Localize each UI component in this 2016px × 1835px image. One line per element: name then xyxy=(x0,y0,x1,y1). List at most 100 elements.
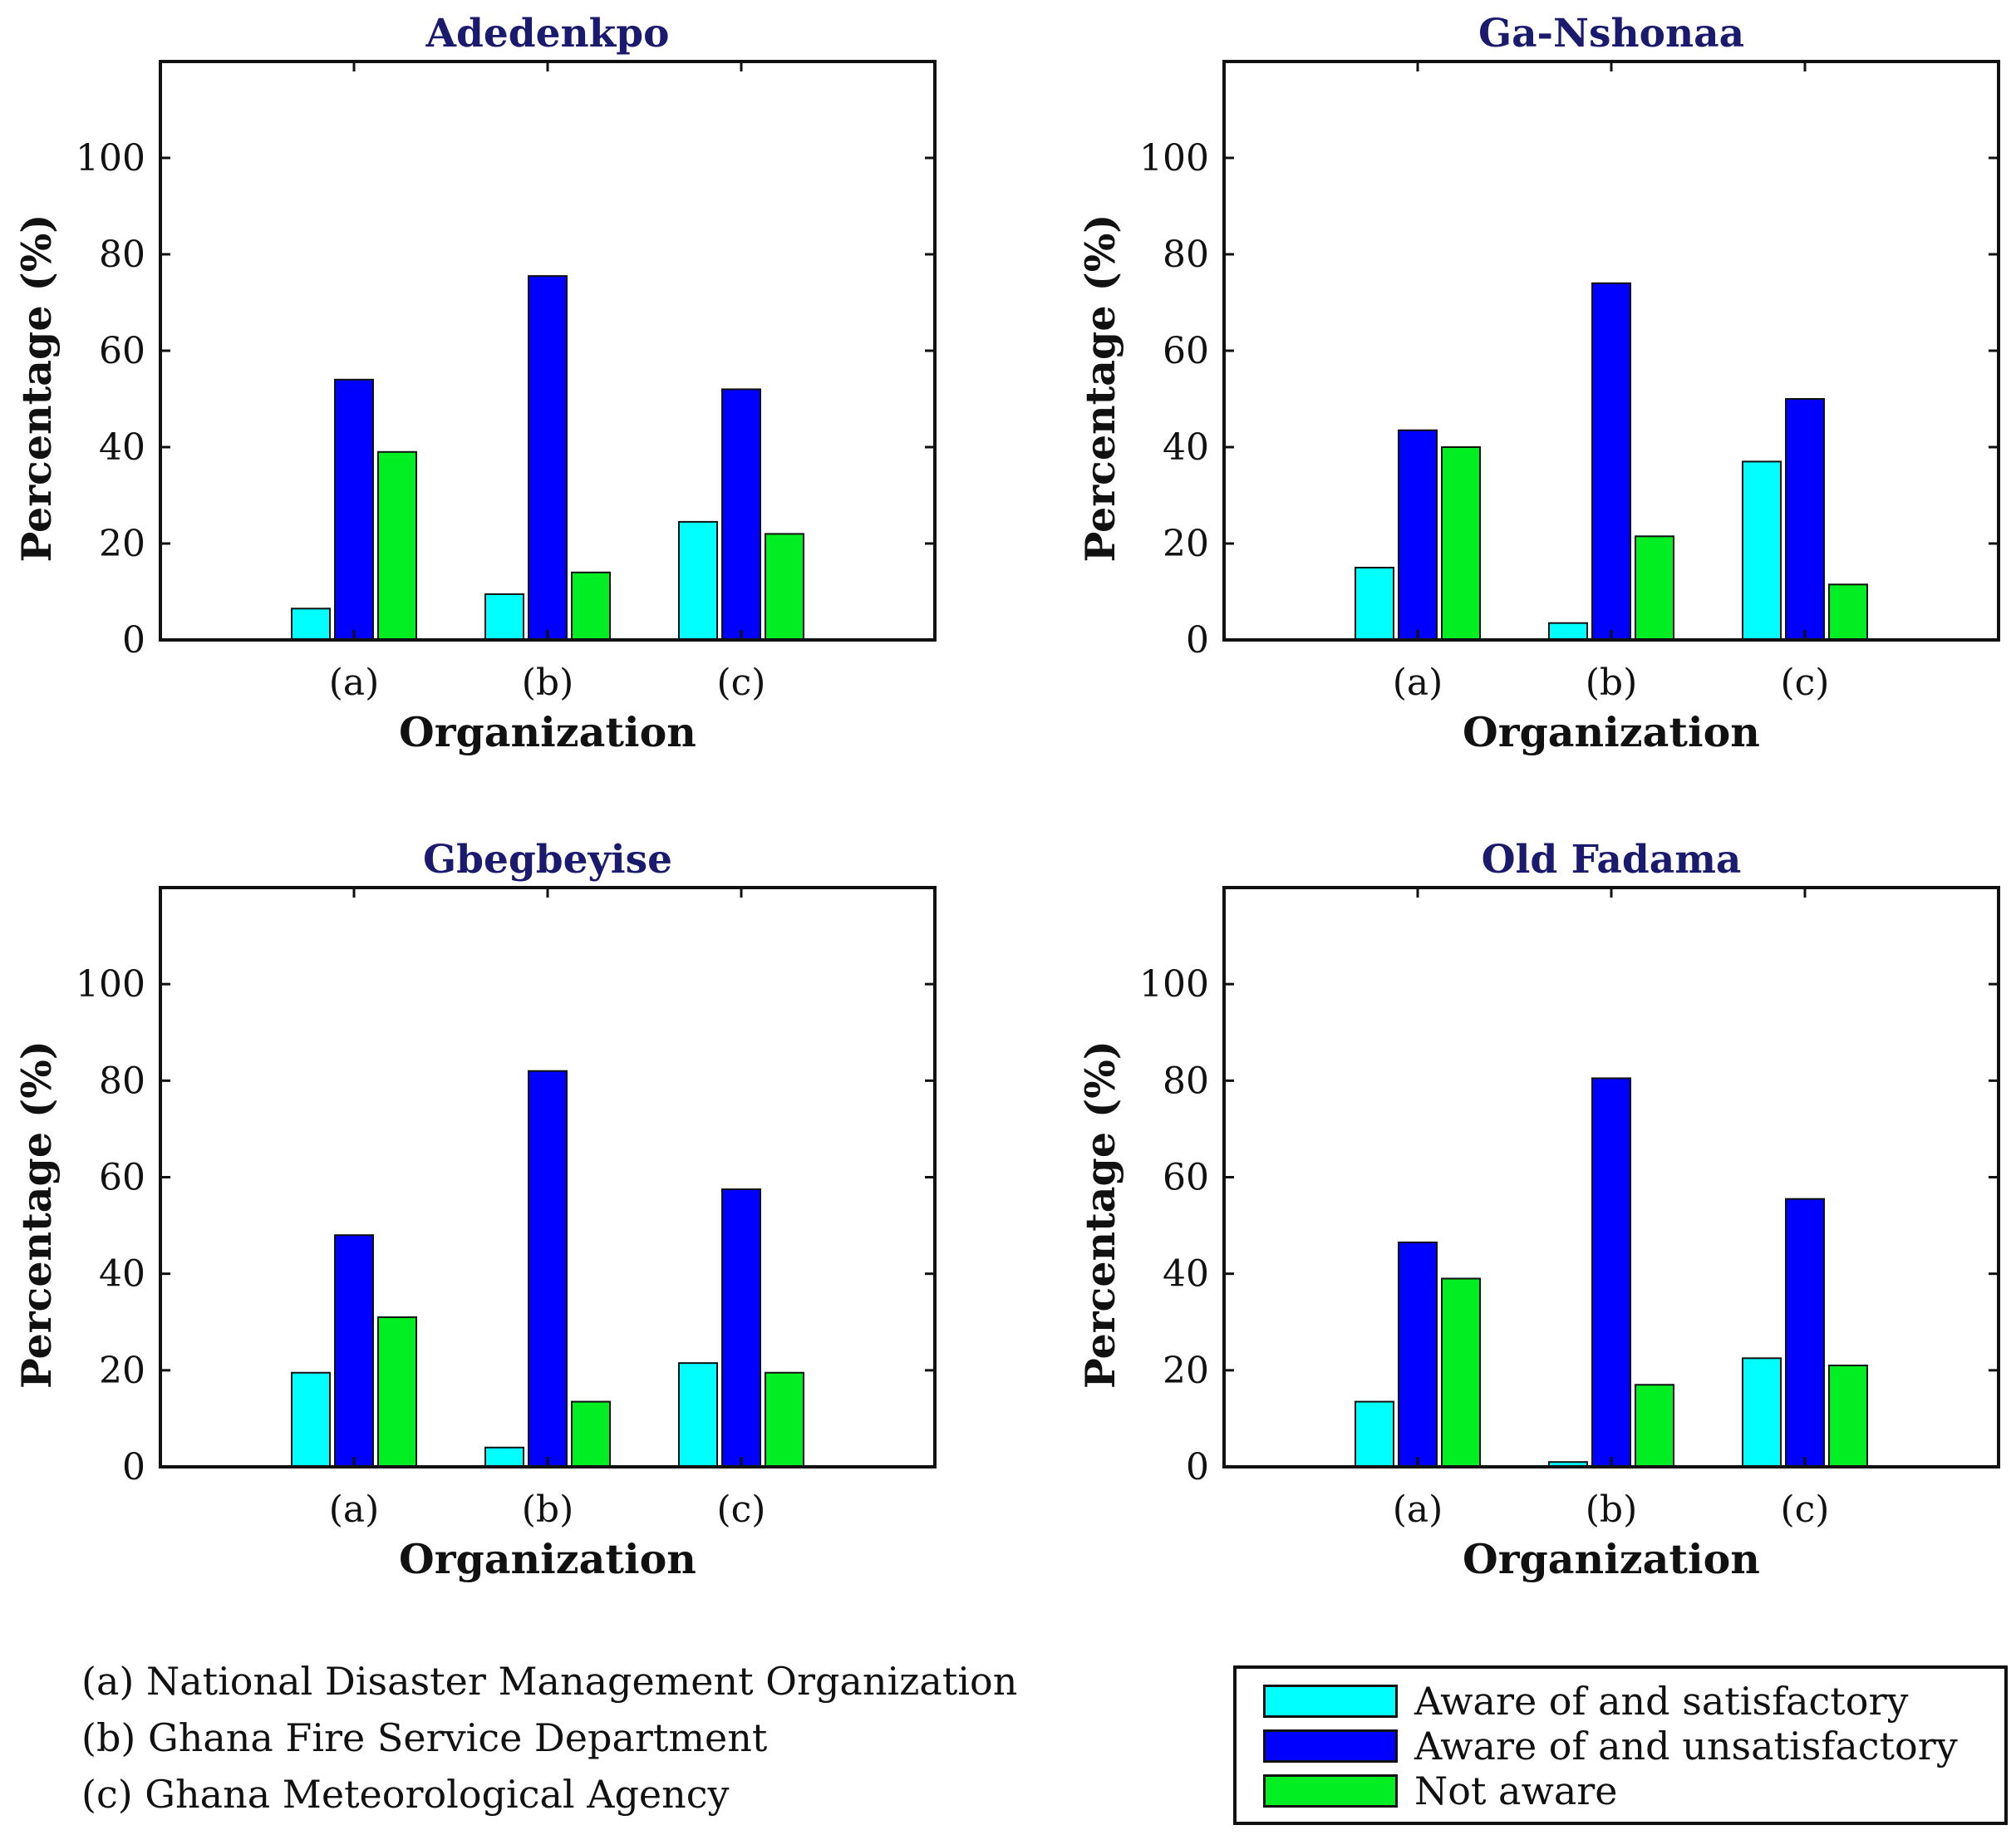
legend-item-satisfactory: Aware of and satisfactory xyxy=(1263,1679,1909,1724)
bar-unsatisfactory-2 xyxy=(1591,282,1631,641)
bar-unsatisfactory-2 xyxy=(1591,1077,1631,1468)
bar-unsatisfactory-1 xyxy=(1398,1241,1438,1468)
x-tick-label: (b) xyxy=(522,1488,574,1531)
legend-label-satisfactory: Aware of and satisfactory xyxy=(1414,1679,1909,1724)
x-axis-label: Organization xyxy=(1463,1535,1760,1583)
bar-not-aware-3 xyxy=(765,533,804,642)
bar-satisfactory-2 xyxy=(484,593,524,642)
x-tick-label: (c) xyxy=(1781,1488,1830,1531)
y-tick-label: 20 xyxy=(1163,523,1209,565)
panel-title: Old Fadama xyxy=(1482,837,1742,883)
bar-not-aware-1 xyxy=(377,450,417,641)
bar-satisfactory-1 xyxy=(291,1371,331,1468)
bar-unsatisfactory-1 xyxy=(334,1234,374,1468)
y-tick-label: 40 xyxy=(99,426,145,469)
x-tick-label: (b) xyxy=(522,662,574,704)
x-tick-label: (a) xyxy=(1393,1488,1443,1531)
y-tick-label: 20 xyxy=(99,1350,145,1392)
bar-satisfactory-1 xyxy=(1355,1400,1394,1468)
x-tick-label: (a) xyxy=(329,662,380,704)
y-tick-label: 100 xyxy=(1139,137,1209,180)
bar-not-aware-2 xyxy=(1635,535,1674,641)
y-tick-label: 80 xyxy=(1163,234,1209,276)
panel-title: Ga-Nshonaa xyxy=(1478,11,1744,57)
bar-unsatisfactory-3 xyxy=(1785,1198,1825,1468)
bar-satisfactory-2 xyxy=(484,1446,524,1468)
legend-swatch-satisfactory xyxy=(1263,1685,1398,1718)
y-tick-label: 100 xyxy=(76,137,145,180)
y-tick-label: 0 xyxy=(1186,619,1209,662)
bar-unsatisfactory-3 xyxy=(721,388,761,641)
y-tick-label: 80 xyxy=(99,234,145,276)
y-tick-label: 60 xyxy=(1163,330,1209,372)
note-a: (a) National Disaster Management Organiz… xyxy=(81,1659,1018,1704)
legend-item-not-aware: Not aware xyxy=(1263,1769,1618,1813)
bar-satisfactory-3 xyxy=(1742,460,1782,642)
legend-label-not-aware: Not aware xyxy=(1414,1769,1618,1813)
y-tick-label: 40 xyxy=(1163,1253,1209,1296)
chart-panel-2: 0 20 40 60 80 100 (a) (b) (c) Ga-Nshonaa Organizat… xyxy=(1076,11,2000,756)
x-axis-label: Organization xyxy=(399,708,696,756)
x-tick-label: (c) xyxy=(1781,662,1830,704)
y-tick-label: 60 xyxy=(1163,1157,1209,1199)
bar-not-aware-1 xyxy=(377,1316,417,1468)
note-c: (c) Ghana Meteorological Agency xyxy=(81,1772,730,1817)
x-tick-label: (b) xyxy=(1586,1488,1638,1531)
chart-panel-1: 0 20 40 60 80 100 (a) (b) (c) Adedenkpo Organizati… xyxy=(12,11,937,756)
x-axis-label: Organization xyxy=(1463,708,1760,756)
y-tick-label: 60 xyxy=(99,1157,145,1199)
legend: Aware of and satisfactory Aware of and u… xyxy=(1233,1665,2008,1825)
bar-not-aware-1 xyxy=(1441,1277,1481,1468)
bar-not-aware-3 xyxy=(765,1371,804,1468)
y-tick-label: 40 xyxy=(1163,426,1209,469)
y-tick-label: 20 xyxy=(1163,1350,1209,1392)
panel-title: Gbegbeyise xyxy=(423,837,672,883)
y-axis-label: Percentage (%) xyxy=(1076,214,1124,563)
note-b: (b) Ghana Fire Service Department xyxy=(81,1715,768,1760)
bar-unsatisfactory-1 xyxy=(1398,429,1438,642)
y-tick-label: 40 xyxy=(99,1253,145,1296)
bar-satisfactory-3 xyxy=(1742,1357,1782,1468)
y-axis-label: Percentage (%) xyxy=(1076,1040,1124,1389)
bar-satisfactory-1 xyxy=(1355,567,1394,641)
bar-not-aware-1 xyxy=(1441,446,1481,641)
y-tick-label: 0 xyxy=(122,1446,145,1488)
bar-satisfactory-3 xyxy=(678,1362,718,1468)
bar-not-aware-3 xyxy=(1828,583,1868,641)
panel-title: Adedenkpo xyxy=(425,11,670,57)
legend-item-unsatisfactory: Aware of and unsatisfactory xyxy=(1263,1724,1958,1769)
y-tick-label: 100 xyxy=(1139,963,1209,1006)
y-tick-label: 80 xyxy=(1163,1060,1209,1102)
y-tick-label: 0 xyxy=(1186,1446,1209,1488)
bar-satisfactory-2 xyxy=(1548,622,1588,642)
x-tick-label: (a) xyxy=(1393,662,1443,704)
y-tick-label: 100 xyxy=(76,963,145,1006)
x-axis-label: Organization xyxy=(399,1535,696,1583)
chart-panel-3: 0 20 40 60 80 100 (a) (b) (c) Gbegbeyise Organizat… xyxy=(12,837,937,1583)
bar-not-aware-2 xyxy=(571,571,611,641)
bar-unsatisfactory-3 xyxy=(721,1188,761,1468)
bar-not-aware-2 xyxy=(1635,1384,1674,1468)
bar-satisfactory-3 xyxy=(678,520,718,642)
bar-unsatisfactory-2 xyxy=(528,1070,568,1468)
y-tick-label: 20 xyxy=(99,523,145,565)
chart-panel-4: 0 20 40 60 80 100 (a) (b) (c) Old Fadama Organizat… xyxy=(1076,837,2000,1583)
y-tick-label: 80 xyxy=(99,1060,145,1102)
y-tick-label: 0 xyxy=(122,619,145,662)
y-axis-label: Percentage (%) xyxy=(12,214,61,563)
y-tick-label: 60 xyxy=(99,330,145,372)
bar-unsatisfactory-2 xyxy=(528,275,568,641)
legend-label-unsatisfactory: Aware of and unsatisfactory xyxy=(1414,1724,1958,1769)
y-axis-label: Percentage (%) xyxy=(12,1040,61,1389)
bar-satisfactory-1 xyxy=(291,608,331,641)
x-tick-label: (b) xyxy=(1586,662,1638,704)
bar-unsatisfactory-1 xyxy=(334,378,374,641)
bar-unsatisfactory-3 xyxy=(1785,398,1825,641)
x-tick-label: (c) xyxy=(717,1488,766,1531)
x-tick-label: (c) xyxy=(717,662,766,704)
bar-not-aware-2 xyxy=(571,1400,611,1468)
legend-swatch-unsatisfactory xyxy=(1263,1729,1398,1763)
bar-not-aware-3 xyxy=(1828,1365,1868,1468)
legend-swatch-not-aware xyxy=(1263,1774,1398,1808)
